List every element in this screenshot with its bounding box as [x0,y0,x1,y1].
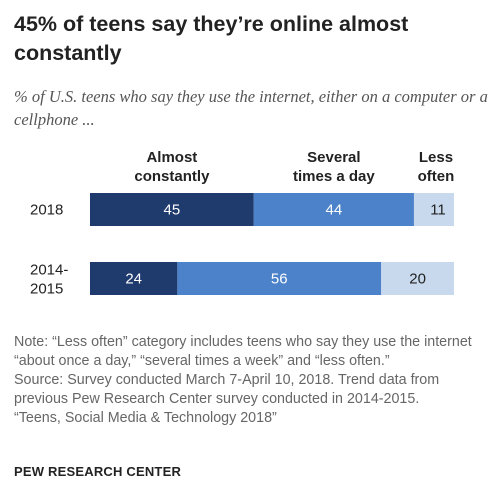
series-header: Several times a day [293,149,375,185]
category-label: 2014-2015 [30,262,68,298]
note-text: Note: “Less often” category includes tee… [14,334,472,369]
source-text: Source: Survey conducted March 7-April 1… [14,372,440,407]
data-label: 56 [271,271,288,288]
data-label: 11 [430,202,446,219]
bar-segment [90,193,254,226]
notes-block: Note: “Less often” category includes tee… [14,333,492,428]
pew-brand: PEW RESEARCH CENTER [14,464,182,479]
chart-title: 45% of teens say they’re online almost c… [14,12,409,65]
data-label: 24 [125,271,142,288]
bar-segment [413,193,454,226]
data-label: 45 [164,202,181,219]
bar-segment [253,193,414,226]
stacked-bar-chart: Almost constantly Several times a day Less of… [30,149,455,298]
report-title: “Teens, Social Media & Technology 2018” [14,410,277,426]
series-header: Almost constantly [134,149,210,185]
data-label: 20 [409,271,426,288]
bar-segment [90,262,178,295]
category-label: 2018 [30,202,63,219]
data-label: 44 [326,202,343,219]
bar-segment [381,262,454,295]
chart-subtitle: % of U.S. teens who say they use the int… [14,87,488,129]
bar-segment [177,262,382,295]
series-header: Less often [418,149,455,185]
